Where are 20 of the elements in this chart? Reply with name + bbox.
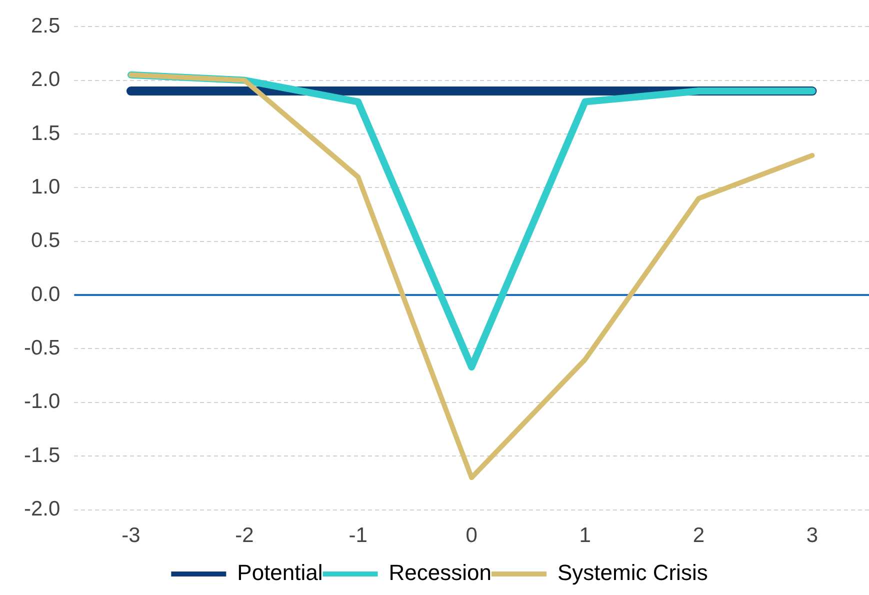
- y-tick-label: 2.0: [30, 68, 60, 92]
- x-tick-label: 3: [806, 524, 818, 548]
- x-tick-label: -3: [122, 524, 140, 548]
- y-tick-label: -1.5: [24, 444, 60, 467]
- legend-label: Recession: [388, 560, 492, 586]
- x-tick-label: -1: [348, 524, 368, 548]
- x-tick-label: 1: [579, 524, 591, 548]
- legend-label: Potential: [237, 560, 323, 586]
- y-tick-label: 1.5: [30, 122, 60, 145]
- x-tick-label: 0: [466, 524, 478, 548]
- y-tick-label: -2.0: [24, 498, 60, 521]
- y-tick-label: 0.5: [30, 229, 60, 252]
- legend-label: Systemic Crisis: [558, 560, 708, 586]
- x-tick-label: 2: [692, 524, 705, 548]
- y-tick-label: 1.0: [30, 175, 60, 198]
- y-tick-label: -0.5: [24, 336, 60, 360]
- y-tick-label: -1.0: [24, 390, 60, 414]
- y-tick-label: 0.0: [30, 282, 60, 306]
- y-tick-label: 2.5: [30, 14, 60, 38]
- x-tick-label: -2: [235, 524, 254, 548]
